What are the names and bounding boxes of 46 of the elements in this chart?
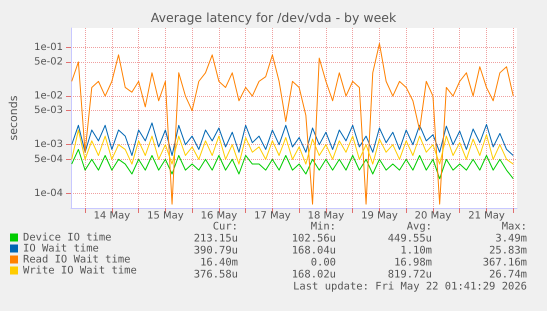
legend-label: Write IO Wait time bbox=[23, 264, 137, 276]
line-series bbox=[71, 122, 514, 156]
y-tick-label: 1e-01 bbox=[34, 42, 63, 53]
y-tick-label: 5e-02 bbox=[34, 56, 63, 68]
x-tick-label: 19 May bbox=[361, 210, 398, 222]
text: 1.10m bbox=[400, 244, 432, 256]
y-axis-title: seconds bbox=[7, 95, 20, 140]
text: 16.98m bbox=[394, 256, 432, 268]
text: 367.16m bbox=[482, 256, 527, 268]
text: 26.74m bbox=[489, 268, 527, 280]
y-tick-label: 5e-03 bbox=[34, 105, 63, 116]
text: Max: bbox=[502, 220, 527, 232]
y-tick-label: 1e-04 bbox=[34, 188, 63, 199]
text: 25.83m bbox=[489, 244, 527, 256]
x-tick-label: 16 May bbox=[200, 210, 238, 222]
text: 213.15u bbox=[194, 232, 238, 244]
line-series bbox=[71, 43, 514, 205]
text: 168.02u bbox=[292, 268, 336, 280]
legend-label: Read IO Wait time bbox=[23, 254, 130, 266]
text: Cur: bbox=[212, 220, 238, 232]
text: 16.40m bbox=[200, 256, 238, 268]
text: Min: bbox=[310, 220, 336, 232]
legend-label: Device IO time bbox=[23, 232, 112, 244]
y-tick-label: 1e-02 bbox=[34, 90, 63, 102]
line-series bbox=[71, 148, 514, 180]
text: 168.04u bbox=[292, 244, 336, 256]
text: 0.00 bbox=[310, 256, 336, 268]
x-tick-label: 18 May bbox=[308, 210, 344, 222]
line-series bbox=[71, 130, 514, 165]
x-tick-label: 20 May bbox=[414, 210, 452, 222]
text: 819.72u bbox=[388, 268, 432, 280]
chart-title: Average latency for /dev/vda - by week bbox=[150, 10, 397, 25]
x-tick-label: 21 May bbox=[468, 210, 505, 222]
text: 449.55u bbox=[388, 232, 432, 244]
x-tick-label: 17 May bbox=[254, 210, 291, 222]
y-tick-label: 5e-04 bbox=[34, 154, 63, 165]
text: 102.56u bbox=[292, 232, 336, 244]
y-tick-label: 1e-03 bbox=[34, 139, 63, 150]
text: 3.49m bbox=[495, 232, 527, 244]
text: Last update: Fri May 22 01:41:29 2026 bbox=[293, 280, 527, 292]
text: 390.79u bbox=[194, 244, 238, 256]
legend-label: IO Wait time bbox=[23, 242, 99, 254]
text: Avg: bbox=[406, 220, 432, 232]
text: 376.58u bbox=[194, 268, 238, 280]
x-tick-label: 14 May bbox=[94, 210, 130, 222]
x-tick-label: 15 May bbox=[147, 210, 184, 222]
